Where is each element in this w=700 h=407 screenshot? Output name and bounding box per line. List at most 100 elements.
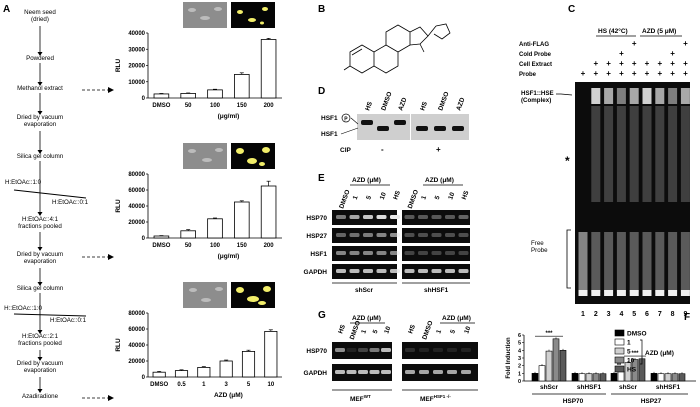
flowchart: Neem seed (dried) Powdered Methanol extra…: [4, 9, 89, 400]
e-band: [376, 269, 387, 273]
e-band: [445, 215, 455, 219]
e-band: [404, 251, 415, 255]
y-tick-label: 0: [142, 236, 146, 242]
e-lane-label: HS: [461, 189, 471, 201]
f-bar: [671, 373, 679, 382]
free-probe-band: [655, 232, 665, 292]
complex-band: [655, 88, 665, 104]
flow-step-14: Dried by vacuum evaporation: [17, 360, 63, 374]
e-band: [363, 215, 373, 219]
phospho-icon: [341, 113, 351, 123]
e-band: [458, 215, 469, 219]
x-tick-label: 0.5: [177, 382, 186, 388]
x-tick-label: 200: [264, 103, 275, 109]
flow-step-12: H:EtOAc::0:1: [50, 317, 87, 324]
e-band: [458, 269, 469, 273]
emsa-sign: +: [670, 49, 675, 58]
e-band: [376, 215, 387, 219]
emsa-sign: +: [657, 69, 662, 78]
y-tick-label: 30000: [128, 47, 145, 53]
e-lane-label: 10: [379, 191, 388, 201]
bar: [207, 89, 223, 99]
bar: [260, 185, 277, 239]
y-axis-label: RLU: [115, 59, 122, 73]
y-axis-label: RLU: [115, 199, 122, 213]
free-probe-label: Free Probe: [531, 240, 548, 254]
flow-step-7: H:EtOAc::0:1: [52, 199, 89, 206]
g-row-label: HSP70: [306, 348, 327, 355]
g-band: [419, 370, 429, 374]
lane-number: 4: [619, 311, 623, 318]
bar: [260, 39, 277, 99]
row-label-cold-probe: Cold Probe: [519, 52, 552, 58]
e-band: [390, 215, 400, 219]
g-blots: HSP70 GAPDH: [304, 342, 478, 381]
flow-step-2: Powdered: [26, 55, 54, 62]
smear: [591, 106, 601, 202]
x-tick-label: 10: [267, 382, 274, 388]
f-bar: [678, 373, 686, 382]
e-band: [445, 269, 455, 273]
f-gene-label: HSP70: [563, 398, 584, 405]
g-band: [358, 370, 368, 374]
rlu-chart-3: 0 20000 40000 60000 80000 RLU DMSO 0.5 1 3 5 10 AZD …: [115, 311, 282, 399]
d-lane-label: AZD: [455, 96, 466, 111]
panel-letter-c: C: [568, 4, 575, 15]
legend-group-label: AZD (μM): [645, 350, 674, 357]
star-marker: *: [565, 154, 570, 168]
bar: [153, 235, 170, 239]
e-band: [349, 269, 360, 273]
f-gene-label: HSP27: [641, 398, 662, 405]
smear: [629, 106, 639, 202]
lane-number: 2: [594, 311, 598, 318]
g-band: [419, 348, 429, 352]
e-band: [363, 233, 373, 237]
bar: [241, 350, 256, 378]
emsa-sign: +: [632, 69, 637, 78]
lane-number: 1: [581, 311, 585, 318]
probe-front: [629, 290, 639, 296]
probe-front: [604, 290, 614, 296]
emsa-lanes: [578, 88, 690, 296]
lane-number: 5: [632, 311, 636, 318]
e-band: [363, 269, 373, 273]
g-lane-label: 1: [360, 329, 368, 335]
flow-step-3: Methanol extract: [17, 85, 63, 92]
y-tick-label: 10000: [128, 80, 145, 86]
g-band: [447, 370, 457, 374]
rlu-chart-1: 0 10000 20000 30000 40000 RLU DMSO 50 100 150 200 (…: [115, 31, 282, 120]
smear: [655, 106, 665, 202]
x-tick-label: 3: [224, 382, 228, 388]
lane-number: 9: [683, 311, 687, 318]
d-bands: [361, 120, 464, 131]
emsa-sign: +: [581, 69, 586, 78]
e-blot-strip-hsf1: [402, 210, 470, 225]
flow-step-15: Azadiradione: [22, 393, 59, 400]
legend-swatch: [614, 338, 625, 346]
e-band: [431, 215, 442, 219]
free-probe-band: [668, 232, 678, 292]
free-probe-band: [616, 232, 626, 292]
complex-band: [629, 88, 639, 104]
cip-minus: -: [381, 145, 384, 154]
sig-marker: ***: [631, 351, 639, 357]
legend-label: 5: [627, 349, 631, 356]
emsa-sign: +: [683, 39, 688, 48]
e-band: [431, 269, 442, 273]
f-group-label: shScr: [540, 384, 559, 391]
e-lane-label: 5: [365, 195, 373, 201]
e-band: [431, 251, 442, 255]
emsa-sign: +: [670, 59, 675, 68]
e-band: [418, 215, 428, 219]
rlu-chart-2: 0 20000 40000 60000 80000 RLU DMSO 50 100 150 200 (…: [115, 172, 282, 260]
free-probe-band: [642, 232, 652, 292]
micrograph-phase-2: [183, 143, 227, 169]
emsa-sign: +: [670, 69, 675, 78]
flow-arrows: [13, 26, 114, 401]
e-band: [349, 233, 360, 237]
e-lane-label: 1: [352, 195, 360, 201]
flow-step-5: Silica gel column: [17, 153, 64, 160]
